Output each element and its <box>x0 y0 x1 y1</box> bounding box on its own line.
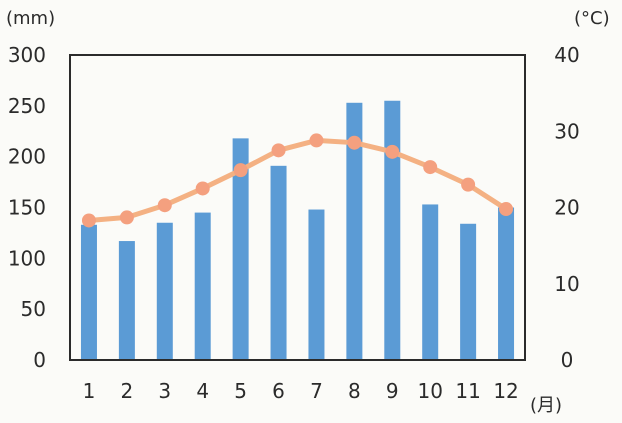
bar-month-4 <box>194 212 211 360</box>
x-tick-label: 8 <box>348 379 361 403</box>
right-tick-label: 40 <box>554 43 579 67</box>
bar-month-10 <box>422 204 439 360</box>
x-tick-label: 9 <box>386 379 399 403</box>
temperature-polyline <box>86 137 509 223</box>
temperature-point-month-7 <box>309 133 324 148</box>
bar-month-9 <box>384 100 401 360</box>
temperature-point-month-6 <box>271 143 286 158</box>
temperature-point-month-5 <box>233 163 248 178</box>
temperature-point-month-10 <box>423 160 438 175</box>
x-tick-label: 10 <box>417 379 442 403</box>
x-tick-label: 3 <box>158 379 171 403</box>
left-tick-label: 200 <box>8 145 46 169</box>
bar-month-12 <box>498 207 515 360</box>
temperature-point-month-4 <box>195 181 210 196</box>
bar-month-3 <box>156 222 173 360</box>
temperature-point-month-11 <box>461 177 476 192</box>
right-axis-ticks: 0 10 20 30 40 <box>554 43 579 372</box>
left-tick-label: 250 <box>8 94 46 118</box>
bar-month-6 <box>270 165 287 360</box>
left-tick-label: 100 <box>8 246 46 270</box>
bar-month-7 <box>308 209 325 360</box>
bar-month-5 <box>232 138 249 360</box>
temperature-point-month-8 <box>347 135 362 150</box>
precipitation-bars <box>80 100 515 361</box>
x-tick-label: 6 <box>272 379 285 403</box>
temperature-point-month-9 <box>385 144 400 159</box>
left-tick-label: 300 <box>8 43 46 67</box>
bar-month-11 <box>460 223 477 360</box>
x-tick-label: 11 <box>455 379 480 403</box>
right-tick-label: 30 <box>554 119 579 143</box>
temperature-point-month-2 <box>119 210 134 225</box>
bar-month-2 <box>118 241 135 360</box>
right-tick-label: 0 <box>561 348 574 372</box>
x-tick-label: 7 <box>310 379 323 403</box>
left-axis-ticks: 0 50 100 150 200 250 300 <box>8 43 46 372</box>
right-tick-label: 10 <box>554 272 579 296</box>
plot-frame <box>69 54 526 361</box>
right-axis-unit: (°C) <box>574 8 610 29</box>
left-tick-label: 0 <box>33 348 46 372</box>
x-axis-unit: (月) <box>530 395 562 416</box>
temperature-point-month-3 <box>157 198 172 213</box>
temperature-point-month-12 <box>499 202 514 217</box>
left-tick-label: 50 <box>21 297 46 321</box>
x-tick-label: 2 <box>121 379 134 403</box>
left-tick-label: 150 <box>8 196 46 220</box>
x-tick-label: 5 <box>234 379 247 403</box>
x-tick-label: 1 <box>83 379 96 403</box>
left-axis-unit: (mm) <box>6 8 55 29</box>
right-tick-label: 20 <box>554 196 579 220</box>
x-axis-ticks: 1 2 3 4 5 6 7 8 9 10 11 12 <box>83 379 519 403</box>
temperature-point-month-1 <box>81 213 96 228</box>
x-tick-label: 12 <box>493 379 518 403</box>
bar-month-1 <box>80 224 97 360</box>
temperature-line <box>81 133 514 228</box>
bar-month-8 <box>346 102 363 361</box>
x-tick-label: 4 <box>196 379 209 403</box>
